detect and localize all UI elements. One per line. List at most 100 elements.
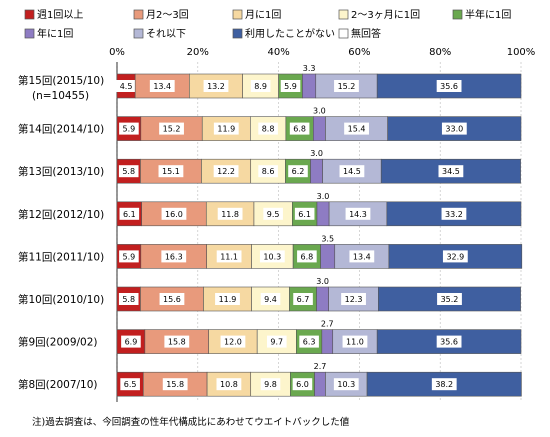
data-label: 3.0 (317, 192, 330, 201)
category-label: 第14回(2014/10) (18, 123, 104, 136)
category-labels: 第15回(2015/10) (n=10455) 第14回(2014/10) 第13回(… (18, 74, 104, 391)
data-label: 32.9 (446, 252, 464, 261)
data-label: 16.3 (165, 252, 183, 261)
bar-segment (316, 201, 330, 227)
category-label: 第10回(2010/10) (18, 293, 104, 306)
x-tick-label: 60% (348, 47, 370, 58)
bar-segment (314, 371, 326, 397)
bar-segment (321, 329, 334, 354)
data-label-bg (345, 207, 371, 220)
data-label-bg (216, 378, 242, 391)
data-label: 11.1 (220, 252, 238, 261)
data-label: 9.4 (264, 295, 277, 304)
category-label: 第12回(2012/10) (18, 208, 104, 221)
data-label-bg (158, 165, 184, 178)
data-label: 6.1 (298, 210, 311, 219)
legend-label: 半年に1回 (465, 8, 511, 21)
data-label: 9.5 (267, 210, 280, 219)
data-label: 11.8 (221, 210, 239, 219)
x-tick-label: 40% (267, 47, 289, 58)
data-label: 3.3 (303, 64, 316, 73)
data-label: 5.9 (123, 125, 136, 134)
data-label-bg (297, 250, 317, 263)
data-label: 34.5 (442, 167, 460, 176)
data-label: 5.8 (122, 295, 135, 304)
legend-label: 月に1回 (245, 9, 281, 21)
legend-swatch (24, 28, 35, 39)
data-label-bg (161, 250, 187, 263)
bar-segment (141, 201, 207, 227)
category-label: 第13回(2013/10) (18, 165, 104, 178)
bar-segment (310, 158, 323, 184)
data-label-bg (216, 250, 242, 263)
data-label: 15.8 (168, 338, 186, 347)
data-label: 12.0 (224, 338, 242, 347)
data-label-bg (116, 80, 136, 92)
data-label-bg (121, 335, 141, 348)
data-label-bg (333, 378, 359, 391)
bar-segment (313, 116, 326, 141)
data-label: 13.4 (153, 82, 171, 91)
footnote: 注)過去調査は、今回調査の性年代構成比にあわせてウエイトバックした値 (32, 417, 350, 428)
data-label: 6.1 (123, 210, 136, 219)
data-label: 2.7 (321, 320, 334, 329)
data-label-bg (339, 165, 365, 178)
data-label-bg (342, 335, 368, 348)
bars: 4.5 13.4 13.2 8.9 5.9 3.3 15.2 35.6 5.9 15.2 11.9 8… (116, 64, 523, 397)
data-label-bg (289, 122, 310, 135)
data-label: 3.0 (316, 277, 329, 286)
data-label: 8.6 (262, 167, 275, 176)
x-tick-label: 20% (187, 47, 209, 58)
data-label: 8.8 (262, 125, 275, 134)
data-label-bg (441, 122, 467, 135)
data-label: 15.2 (163, 125, 181, 134)
data-label: 6.7 (297, 295, 310, 304)
data-label: 3.0 (313, 107, 326, 116)
data-label-bg (220, 335, 246, 348)
data-label-bg (258, 122, 278, 135)
data-label-bg (292, 378, 313, 391)
data-label: 6.8 (301, 252, 314, 261)
data-label: 15.8 (166, 380, 184, 389)
data-label-bg (294, 207, 315, 220)
legend-swatch (452, 9, 463, 20)
data-label: 8.9 (254, 82, 267, 91)
data-label: 15.1 (162, 167, 180, 176)
legend-label: 週1回以上 (37, 9, 83, 21)
data-label: 35.2 (441, 295, 459, 304)
legend-swatch (338, 9, 349, 20)
x-tick-label: 100% (507, 47, 536, 58)
data-label-bg (263, 207, 283, 220)
category-label: 第8回(2007/10) (18, 378, 98, 391)
category-label: 第9回(2009/02) (18, 336, 98, 349)
category-sublabel: (n=10455) (32, 90, 89, 102)
data-label-bg (280, 80, 301, 92)
data-label: 9.8 (264, 380, 277, 389)
data-label: 12.3 (345, 295, 363, 304)
data-label: 6.5 (124, 380, 137, 389)
data-label-bg (334, 80, 359, 92)
legend-swatch (232, 28, 243, 39)
data-label: 5.9 (123, 252, 136, 261)
data-label: 6.3 (303, 338, 316, 347)
data-label-bg (349, 250, 375, 263)
data-label: 10.8 (220, 380, 238, 389)
data-label-bg (293, 293, 313, 305)
data-label: 33.2 (445, 210, 463, 219)
data-label: 5.8 (122, 167, 135, 176)
data-label-bg (341, 293, 366, 305)
data-label-bg (436, 335, 462, 348)
data-label-bg (344, 122, 369, 135)
data-label: 6.9 (125, 338, 138, 347)
data-label-bg (161, 207, 187, 220)
data-label-bg (162, 378, 188, 391)
data-label: 6.2 (292, 167, 305, 176)
legend-label: それ以下 (146, 28, 186, 40)
data-label: 13.4 (353, 252, 371, 261)
data-label: 4.5 (120, 82, 133, 91)
legend-swatch (232, 9, 243, 20)
data-label: 6.8 (293, 125, 306, 134)
data-label: 10.3 (337, 380, 355, 389)
